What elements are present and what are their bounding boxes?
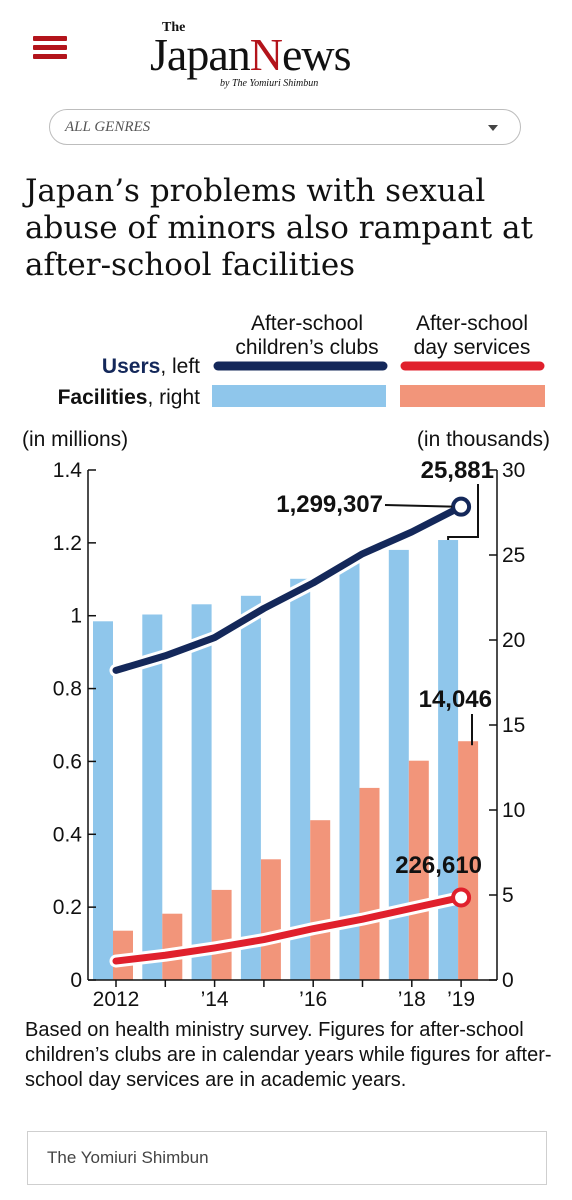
- clubs-facilities-bar-2013: [142, 614, 163, 980]
- left-axis-tick-label: 1.4: [53, 459, 83, 482]
- legend-clubs-header-2: children’s clubs: [235, 336, 378, 359]
- services-facilities-bar-2015: [260, 859, 281, 980]
- services-facilities-bar-2016: [310, 820, 331, 980]
- x-axis-tick-label: ’19: [447, 988, 475, 1010]
- annotation-services-facilities: 14,046: [419, 686, 492, 713]
- clubs-users-line: [112, 503, 465, 674]
- right-axis-tick-label: 15: [502, 714, 525, 737]
- right-axis-tick-label: 5: [502, 884, 514, 907]
- left-axis-tick-label: 0.4: [53, 823, 83, 846]
- right-axis-tick-label: 20: [502, 629, 525, 652]
- clubs-facilities-bar-2019: [438, 540, 459, 980]
- services-facilities-bar-2014: [211, 889, 232, 980]
- photo-credit: The Yomiuri Shimbun: [47, 1148, 209, 1167]
- right-axis-tick-label: 30: [502, 459, 525, 482]
- site-logo[interactable]: The JapanNews by The Yomiuri Shimbun: [150, 18, 425, 90]
- logo-wordmark: JapanNews: [150, 29, 352, 80]
- left-axis-tick-label: 1.2: [53, 532, 82, 555]
- right-axis-tick-label: 0: [502, 969, 514, 992]
- right-axis-tick-label: 25: [502, 544, 525, 567]
- clubs-facilities-bar-2016: [290, 578, 311, 980]
- services-facilities-bar-2013: [162, 913, 183, 980]
- x-axis-tick-label: ’14: [201, 988, 229, 1010]
- clubs-facilities-bar-2018: [388, 549, 409, 980]
- clubs-facilities-bar-2017: [339, 561, 360, 980]
- annotation-services-users: 226,610: [395, 852, 482, 879]
- left-axis-tick-label: 0.2: [53, 896, 82, 919]
- legend-clubs-facilities-swatch: [212, 385, 386, 407]
- left-axis-tick-label: 0: [70, 969, 82, 992]
- legend-services-header-1: After-school: [416, 312, 528, 335]
- annotation-clubs-facilities: 25,881: [421, 457, 494, 484]
- x-axis-tick-label: ’18: [398, 988, 426, 1010]
- legend-services-header-2: day services: [414, 336, 531, 359]
- left-axis-tick-label: 0.8: [53, 678, 82, 701]
- legend-services-facilities-swatch: [400, 385, 545, 407]
- left-axis-title: (in millions): [22, 428, 128, 451]
- services-users-line: [112, 893, 465, 965]
- annotation-clubs-facilities-leader: [447, 484, 479, 541]
- logo-the: The: [162, 20, 186, 35]
- annotation-clubs-users-leader: [384, 504, 453, 508]
- hamburger-menu-icon[interactable]: [33, 36, 67, 60]
- clubs-facilities-bar-2012: [93, 621, 113, 980]
- services-users-endpoint: [451, 887, 472, 908]
- services-facilities-bar-2019: [458, 741, 479, 980]
- article-headline: Japan’s problems with sexual abuse of mi…: [25, 173, 533, 283]
- logo-byline: by The Yomiuri Shimbun: [220, 78, 319, 89]
- right-axis-tick-label: 10: [502, 799, 525, 822]
- legend-facilities-label: Facilities, right: [58, 386, 201, 409]
- left-axis-tick-label: 1: [70, 605, 82, 628]
- genre-select[interactable]: ALL GENRES: [49, 109, 521, 145]
- chart-caption: Based on health ministry survey. Figures…: [25, 1019, 552, 1091]
- legend-clubs-header-1: After-school: [251, 312, 363, 335]
- left-axis-tick-label: 0.6: [53, 750, 82, 773]
- services-facilities-bar-2018: [408, 760, 429, 980]
- x-axis-tick-label: ’16: [299, 988, 327, 1010]
- clubs-facilities-bar-2014: [191, 604, 212, 980]
- services-facilities-bar-2017: [359, 787, 380, 980]
- right-axis-title: (in thousands): [417, 428, 550, 451]
- x-axis-tick-label: 2012: [93, 988, 140, 1010]
- dropdown-caret-icon: [488, 125, 498, 131]
- clubs-users-endpoint: [451, 496, 472, 517]
- credit-box: The Yomiuri Shimbun: [27, 1131, 547, 1185]
- legend-users-label: Users, left: [102, 355, 200, 378]
- annotation-clubs-users: 1,299,307: [276, 491, 383, 518]
- genre-select-value: ALL GENRES: [65, 119, 151, 135]
- clubs-facilities-bar-2015: [240, 595, 261, 980]
